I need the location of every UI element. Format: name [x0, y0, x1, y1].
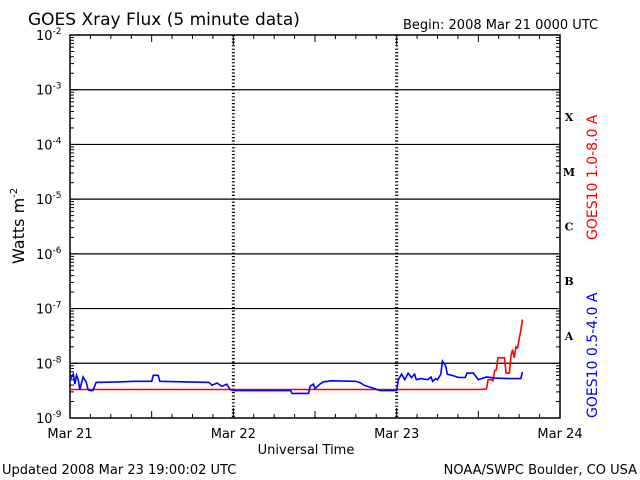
y-axis-label-exp: -2 [9, 188, 20, 198]
data-series [69, 319, 524, 395]
x-axis-label: Universal Time [258, 443, 355, 458]
y-tick-labels: 10-2 10-3 10-4 10-5 10-6 10-7 10-8 10-9 [36, 27, 62, 427]
y-tick-label-1e-4: 10-4 [36, 136, 62, 153]
y-tick-label-1e-3: 10-3 [36, 82, 62, 99]
series-line-0 [70, 319, 524, 391]
flare-class-C: C [565, 221, 574, 234]
y-tick-label-1e-7: 10-7 [36, 301, 62, 318]
y-axis-label-base: Watts m [9, 198, 28, 264]
chart-title: GOES Xray Flux (5 minute data) [28, 10, 300, 30]
y-tick-label-1e-6: 10-6 [36, 246, 62, 263]
legend-goes10-long: GOES10 1.0-8.0 A [585, 114, 601, 240]
grid-lines [70, 89, 560, 364]
x-tick-label: Mar 24 [537, 427, 582, 442]
y-tick-label-1e-8: 10-8 [36, 355, 62, 372]
series-line-1 [69, 358, 524, 395]
svg-text:Watts m-2: Watts m-2 [9, 188, 28, 264]
x-tick-labels: Mar 21 Mar 22 Mar 23 Mar 24 [47, 427, 582, 442]
axis-ticks [69, 35, 561, 419]
y-tick-label-1e-9: 10-9 [36, 410, 62, 427]
plot-area [69, 34, 561, 419]
x-tick-label: Mar 21 [47, 427, 92, 442]
flare-class-labels: X M C B A [563, 111, 575, 343]
y-tick-label-1e-2: 10-2 [36, 27, 62, 44]
updated-timestamp: Updated 2008 Mar 23 19:00:02 UTC [2, 463, 236, 478]
flare-class-X: X [565, 111, 574, 124]
y-axis-label: Watts m-2 [9, 188, 28, 264]
begin-time: Begin: 2008 Mar 21 0000 UTC [403, 18, 598, 33]
flare-class-B: B [564, 275, 573, 288]
legend-goes10-short: GOES10 0.5-4.0 A [585, 292, 601, 418]
y-tick-label-1e-5: 10-5 [36, 191, 62, 208]
flare-class-A: A [564, 330, 574, 343]
x-tick-label: Mar 23 [374, 427, 419, 442]
flare-class-M: M [563, 166, 575, 179]
credit-text: NOAA/SWPC Boulder, CO USA [444, 463, 637, 478]
x-tick-label: Mar 22 [211, 427, 256, 442]
plot-border [69, 34, 561, 419]
